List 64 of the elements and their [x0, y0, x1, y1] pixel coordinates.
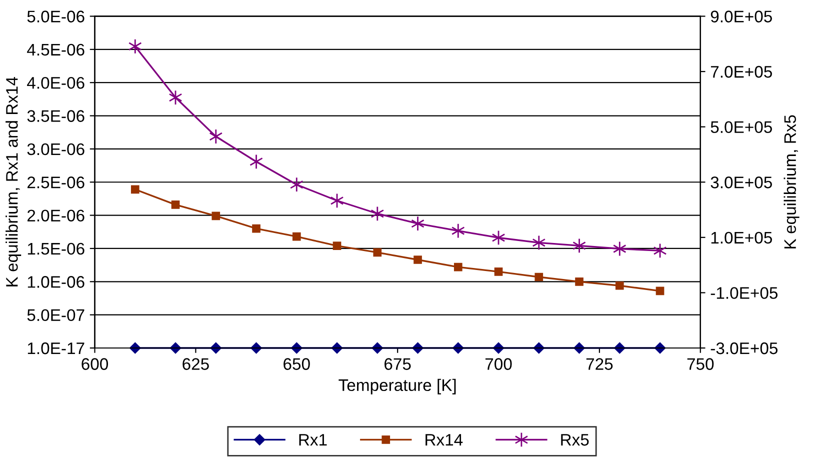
- x-tick-label: 650: [284, 358, 310, 370]
- point: [612, 241, 626, 256]
- point: [128, 38, 142, 54]
- y2-axis-title: K equilibrium, Rx5: [784, 115, 800, 248]
- y2-tick-label: -1.0E+05: [710, 287, 778, 299]
- point: [575, 277, 584, 286]
- y2-tick-label: -3.0E+05: [710, 342, 778, 354]
- point: [451, 223, 465, 238]
- point: [614, 342, 626, 354]
- y-tick-label: 1.0E-06: [28, 276, 84, 288]
- point: [250, 342, 262, 354]
- point: [411, 216, 424, 232]
- point: [370, 206, 384, 222]
- x-tick-label: 750: [687, 358, 714, 370]
- point: [292, 232, 301, 241]
- point: [210, 342, 222, 354]
- y-axis-title: K equilibrium, Rx1 and Rx14: [6, 76, 22, 286]
- y2-tick-label: 3.0E+05: [710, 176, 772, 188]
- x-tick-label: 675: [384, 358, 411, 370]
- y2-tick-label: 9.0E+05: [710, 10, 772, 22]
- y2-tick-label: 7.0E+05: [710, 66, 772, 78]
- point: [372, 342, 383, 354]
- point: [412, 342, 424, 354]
- x-tick-label: 625: [182, 358, 209, 370]
- point: [454, 262, 462, 272]
- y-tick-label: 5.0E-07: [27, 309, 84, 322]
- legend-label: Rx5: [561, 434, 589, 446]
- point: [130, 342, 141, 354]
- y-tick-label: 1.0E-17: [28, 342, 84, 354]
- y-tick-label: 1.5E-06: [28, 242, 84, 255]
- y2-tick-label: 5.0E+05: [710, 121, 772, 134]
- x-axis-title: Temperature [K]: [338, 378, 456, 394]
- x-tick-label: 700: [485, 358, 512, 370]
- point: [373, 248, 382, 257]
- y-tick-label: 3.0E-06: [27, 143, 84, 156]
- legend-label: Rx14: [426, 434, 463, 446]
- y-tick-label: 2.0E-06: [28, 210, 84, 222]
- point: [212, 212, 220, 220]
- y2-tick-label: 1.0E+05: [711, 232, 772, 244]
- legend-label: Rx1: [299, 434, 327, 446]
- x-tick-label: 725: [586, 358, 613, 370]
- y-tick-label: 4.0E-06: [27, 76, 84, 89]
- point: [252, 224, 260, 233]
- point: [494, 268, 503, 276]
- point: [290, 176, 304, 192]
- point: [250, 154, 263, 170]
- point: [452, 342, 464, 354]
- x-tick-label: 600: [82, 358, 108, 370]
- point: [615, 281, 624, 290]
- point: [171, 200, 180, 209]
- point: [656, 286, 664, 296]
- point: [209, 128, 223, 144]
- point: [534, 272, 544, 282]
- point: [572, 238, 586, 254]
- y-tick-label: 2.5E-06: [28, 176, 84, 188]
- point: [574, 342, 585, 354]
- y-tick-label: 4.5E-06: [27, 44, 84, 56]
- point: [332, 242, 342, 250]
- point: [291, 342, 302, 354]
- y-tick-label: 3.5E-06: [27, 110, 84, 122]
- point: [532, 235, 546, 250]
- point: [414, 256, 422, 264]
- y-tick-label: 5.0E-06: [27, 10, 84, 22]
- point: [130, 185, 140, 194]
